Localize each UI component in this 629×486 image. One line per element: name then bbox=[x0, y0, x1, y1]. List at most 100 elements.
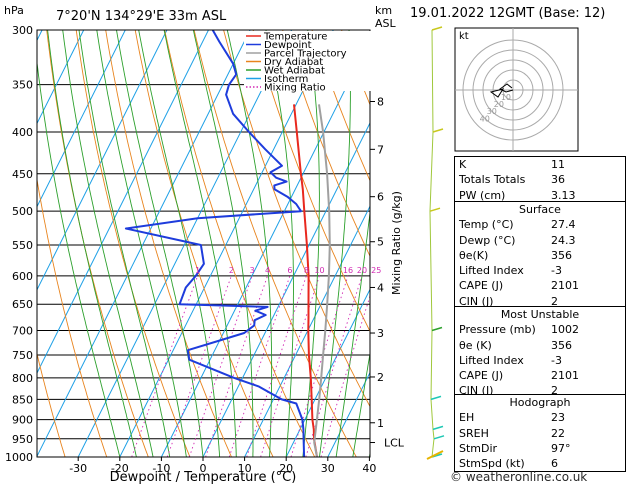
km-tick-label: 4 bbox=[377, 281, 384, 294]
dry-adiabat-line bbox=[193, 30, 357, 457]
x-tick-label: 20 bbox=[279, 462, 293, 475]
hodograph-trace bbox=[499, 83, 514, 93]
surface-row-li: Lifted Index -3 bbox=[459, 264, 562, 278]
pressure-tick-label: 450 bbox=[12, 168, 33, 181]
mixing-ratio-axis-label: Mixing Ratio (g/kg) bbox=[390, 191, 403, 295]
mixing-ratio-label: 1 bbox=[195, 266, 200, 275]
isotherm-line bbox=[244, 205, 370, 457]
dry-adiabat-line bbox=[75, 30, 191, 457]
asl-label: ASL bbox=[375, 17, 397, 30]
legend-label: Parcel Trajectory bbox=[264, 49, 347, 60]
parcel-trajectory-line bbox=[313, 104, 331, 457]
wet-adiabat-line bbox=[163, 30, 237, 457]
x-tick-label: 10 bbox=[238, 462, 252, 475]
pressure-tick-label: 350 bbox=[12, 79, 33, 92]
pressure-tick-label: 800 bbox=[12, 372, 33, 385]
surface-row-cape: CAPE (J) 2101 bbox=[459, 279, 579, 293]
wind-barb bbox=[432, 425, 444, 431]
isotherm-line bbox=[202, 121, 370, 457]
dry-adiabat-line bbox=[105, 30, 232, 457]
wet-adiabat-line bbox=[62, 30, 154, 457]
hodograph-ring-label: 30 bbox=[487, 107, 497, 116]
hodograph-ring bbox=[472, 49, 554, 131]
mixing-ratio-label: 6 bbox=[287, 266, 292, 275]
dry-adiabat-line bbox=[37, 351, 66, 457]
km-tick-label: 1 bbox=[377, 417, 384, 430]
wet-adiabat-line bbox=[352, 351, 370, 457]
axes: 1 2 3 4 6 8 10 16 20 2530035040045050055060065070… bbox=[5, 24, 405, 475]
legend-label: Wet Adiabat bbox=[264, 66, 325, 77]
indices-panel: K 11 Totals Totals 36 PW (cm) 3.13 bbox=[454, 156, 626, 204]
wet-adiabat-line bbox=[96, 30, 187, 457]
wind-barb bbox=[429, 207, 441, 212]
surface-row-temp: Temp (°C) 27.4 bbox=[459, 218, 576, 232]
pressure-tick-label: 750 bbox=[12, 349, 33, 362]
hodo-row-sreh: SREH 22 bbox=[459, 426, 565, 440]
km-tick-label: 6 bbox=[377, 191, 384, 204]
isotherm-line bbox=[37, 30, 126, 208]
mixing-ratio-label: 4 bbox=[265, 266, 270, 275]
wet-adiabat-line bbox=[78, 30, 171, 457]
legend-label: Temperature bbox=[263, 32, 327, 43]
legend-box bbox=[244, 31, 384, 91]
hodo-row-stmspd: StmSpd (kt) 6 bbox=[459, 457, 558, 471]
mixing-ratio-label: 8 bbox=[304, 266, 309, 275]
hodograph-ring-label: 40 bbox=[480, 114, 490, 123]
legend-label: Isotherm bbox=[264, 74, 308, 85]
pressure-tick-label: 1000 bbox=[5, 451, 33, 464]
pressure-tick-label: 550 bbox=[12, 239, 33, 252]
pressure-tick-label: 600 bbox=[12, 270, 33, 283]
hodograph-ring bbox=[492, 69, 534, 111]
pressure-tick-label: 500 bbox=[12, 205, 33, 218]
surface-row-cin: CIN (J) 2 bbox=[459, 294, 558, 308]
isotherm-line bbox=[327, 371, 370, 457]
wind-barb bbox=[431, 326, 443, 332]
mu-row-pressure: Pressure (mb) 1002 bbox=[459, 323, 579, 337]
isotherm-line bbox=[77, 30, 293, 457]
lcl-label: LCL bbox=[384, 437, 405, 450]
pressure-tick-label: 400 bbox=[12, 126, 33, 139]
hodograph-ring-label: 20 bbox=[494, 100, 504, 109]
hodo-row-stmdir: StmDir 97° bbox=[459, 441, 571, 455]
km-label: km bbox=[375, 4, 392, 17]
wind-barb bbox=[432, 128, 444, 133]
mu-row-cape: CAPE (J) 2101 bbox=[459, 369, 579, 383]
km-tick-label: 5 bbox=[377, 236, 384, 249]
dry-adiabat-line bbox=[46, 30, 149, 457]
wind-barb bbox=[433, 435, 445, 440]
isotherm-line bbox=[285, 288, 370, 457]
surface-panel: Surface Temp (°C) 27.4 Dewp (°C) 24.3 θe(K… bbox=[454, 201, 626, 311]
hodo-table-title: Hodograph bbox=[509, 396, 571, 409]
dry-adiabat-line bbox=[37, 177, 108, 457]
legend-label: Mixing Ratio bbox=[264, 83, 326, 94]
wet-adiabat-line bbox=[37, 58, 121, 457]
wet-adiabat-line bbox=[319, 30, 351, 457]
mixing-ratio-line bbox=[131, 275, 199, 457]
index-row-pw: PW (cm) 3.13 bbox=[459, 188, 576, 202]
dewpoint-line bbox=[124, 30, 306, 457]
wind-barb bbox=[430, 395, 442, 401]
km-tick-label: 3 bbox=[377, 327, 384, 340]
pressure-tick-label: 700 bbox=[12, 325, 33, 338]
footer-credit: © weatheronline.co.uk bbox=[450, 470, 588, 484]
most-unstable-panel: Most Unstable Pressure (mb) 1002 θe (K) 35… bbox=[454, 306, 626, 400]
hodograph-ring-label: 10 bbox=[501, 93, 511, 102]
x-tick-label: 0 bbox=[200, 462, 207, 475]
dry-adiabat-line bbox=[223, 30, 370, 408]
mu-row-thetae: θe (K) 356 bbox=[459, 338, 572, 352]
wind-barb-surface bbox=[426, 450, 444, 460]
isotherm-line bbox=[37, 30, 168, 291]
hodograph-ring bbox=[482, 59, 544, 121]
x-tick-label: -20 bbox=[111, 462, 129, 475]
hodo-row-eh: EH 23 bbox=[459, 411, 565, 425]
surface-row-dewp: Dewp (°C) 24.3 bbox=[459, 233, 576, 247]
mixing-ratio-label: 3 bbox=[250, 266, 255, 275]
mixing-ratio-label: 25 bbox=[371, 266, 381, 275]
wet-adiabat-line bbox=[335, 208, 370, 457]
mu-title: Most Unstable bbox=[500, 308, 580, 321]
legend-label: Dewpoint bbox=[264, 40, 312, 51]
x-tick-label: 40 bbox=[362, 462, 376, 475]
